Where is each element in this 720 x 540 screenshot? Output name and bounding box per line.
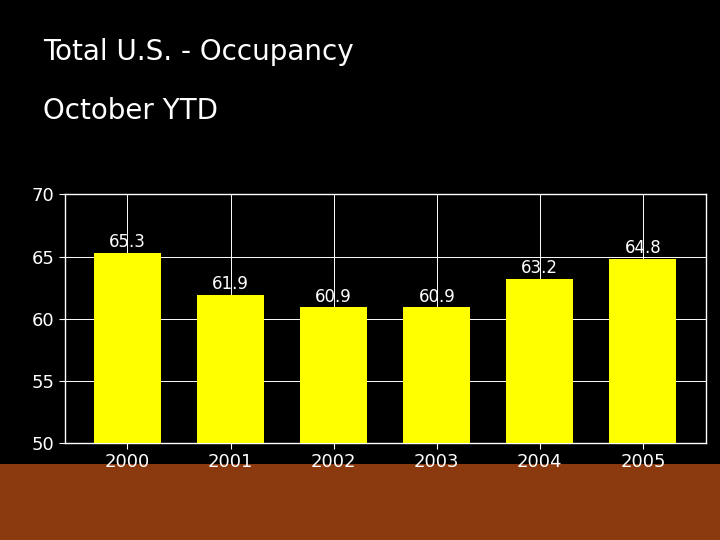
Bar — [94, 253, 161, 540]
Bar — [609, 259, 677, 540]
Text: Total U.S. - Occupancy: Total U.S. - Occupancy — [43, 38, 354, 66]
Bar — [403, 307, 470, 540]
Bar — [506, 279, 573, 540]
Text: 60.9: 60.9 — [418, 288, 455, 306]
Text: 61.9: 61.9 — [212, 275, 249, 293]
Bar — [300, 307, 367, 540]
Text: 60.9: 60.9 — [315, 288, 352, 306]
Text: 63.2: 63.2 — [521, 259, 558, 277]
Text: 64.8: 64.8 — [624, 239, 662, 257]
Text: 65.3: 65.3 — [109, 233, 146, 251]
Text: October YTD: October YTD — [43, 97, 218, 125]
Bar — [197, 295, 264, 540]
